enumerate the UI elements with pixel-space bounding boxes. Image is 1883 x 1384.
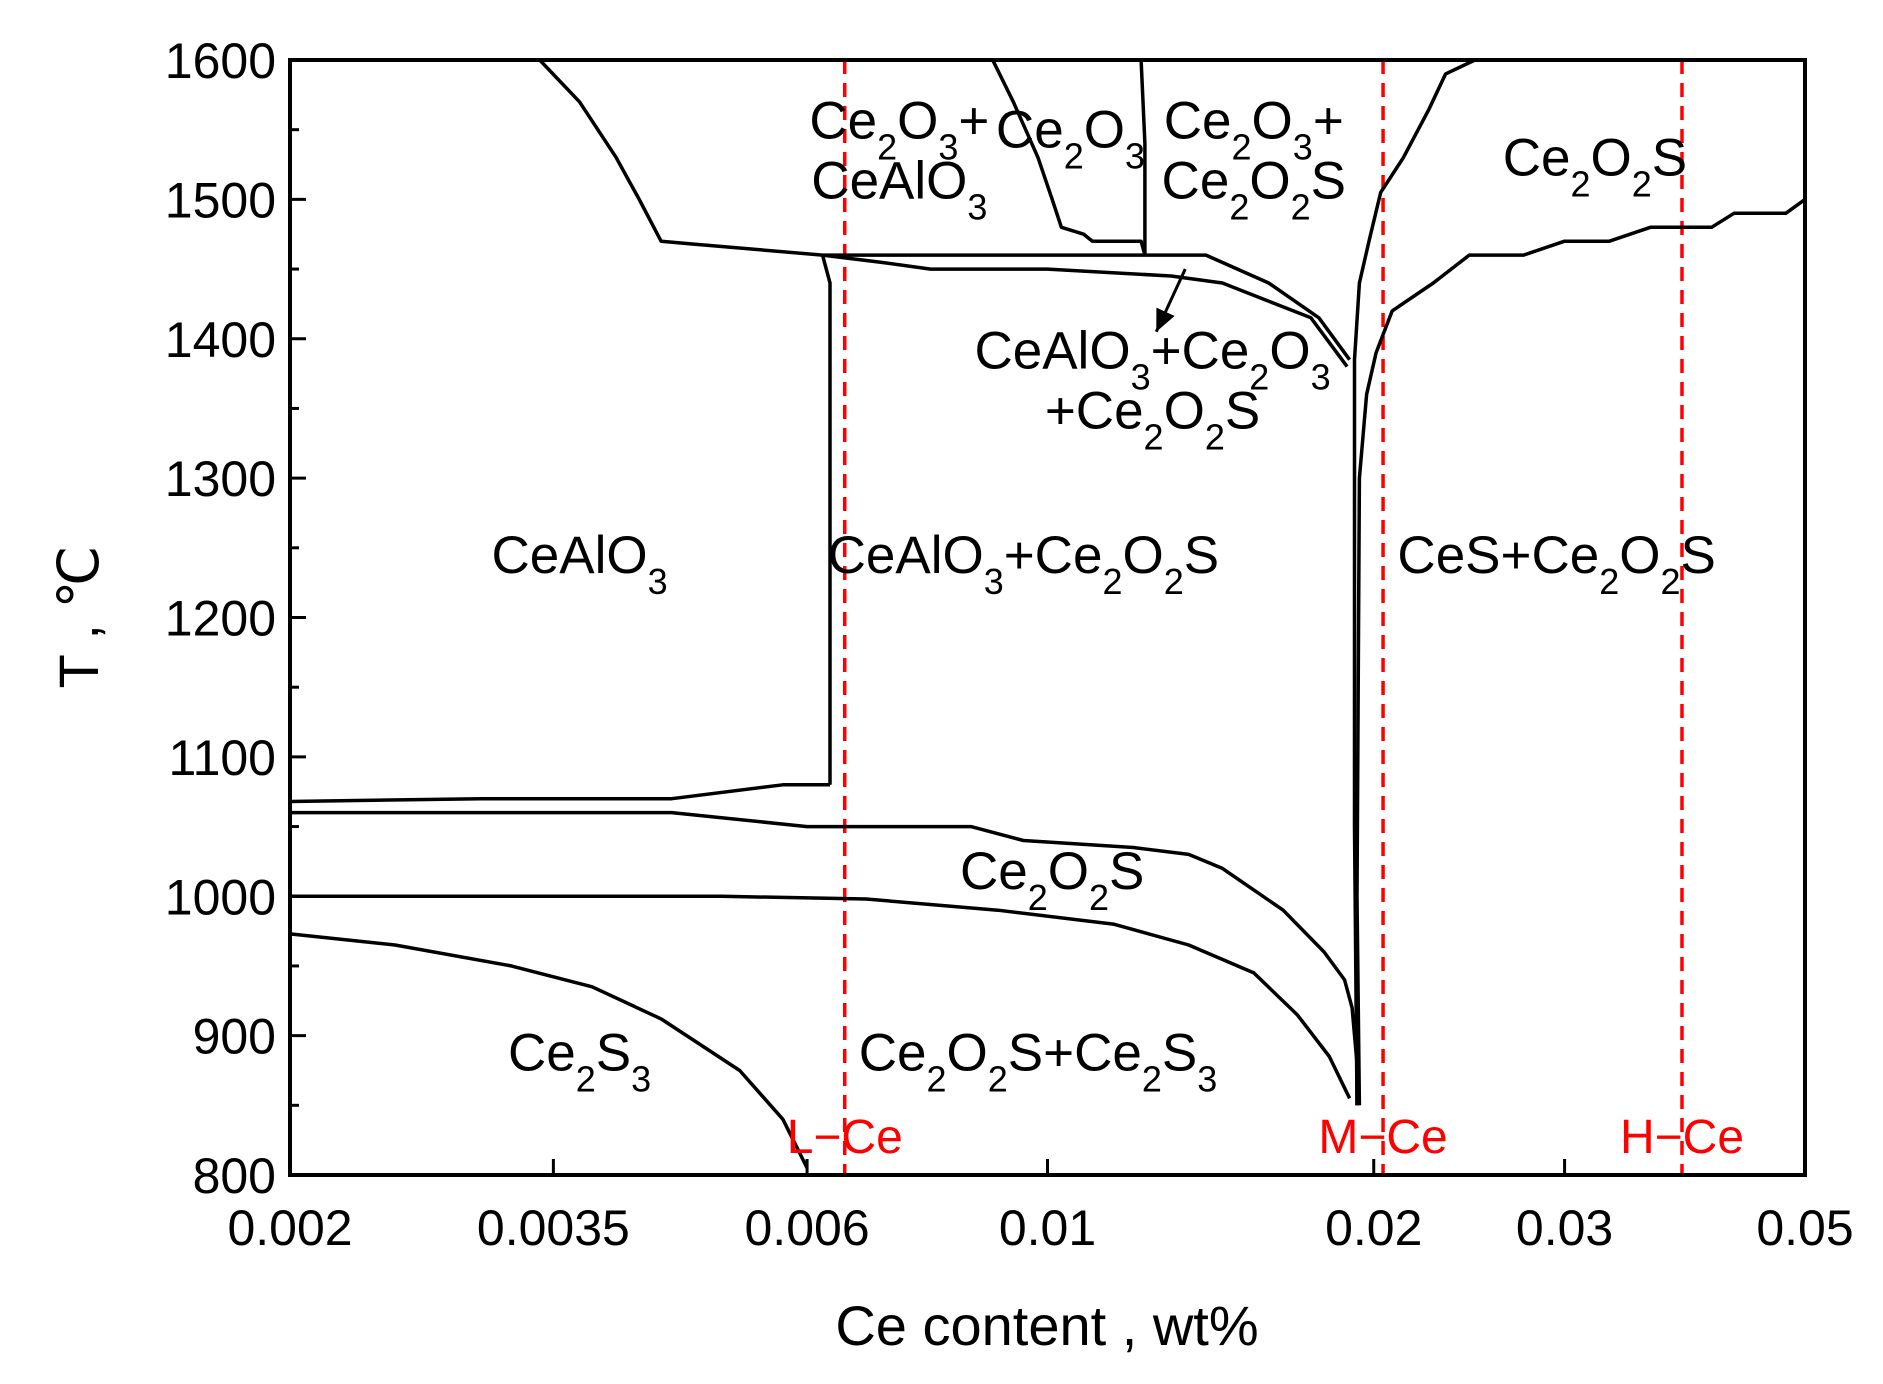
phase-boundary-0 [538, 58, 823, 257]
y-axis: 800 900 1000 1100 1200 1300 1400 1500 1600 [165, 33, 306, 1204]
x-tick-label-5: 0.03 [1516, 1200, 1613, 1256]
phase-boundary-4 [991, 59, 1147, 256]
phase-boundaries [289, 58, 1807, 1169]
phase-boundary-6 [1352, 58, 1476, 1106]
phase-boundary-7 [1355, 197, 1807, 1106]
x-tick-label-6: 0.05 [1756, 1200, 1853, 1256]
phase-boundary-10 [290, 894, 1352, 1100]
y-tick-label-7: 1500 [165, 172, 276, 228]
x-axis: 0.002 0.0035 0.006 0.01 0.02 0.03 0.05 [227, 1159, 1854, 1256]
y-tick-label-1: 900 [193, 1009, 276, 1065]
y-tick-label-8: 1600 [165, 33, 276, 89]
annotation-arrow [1154, 268, 1187, 333]
phase-boundary-5 [1139, 59, 1147, 256]
y-tick-label-3: 1100 [168, 730, 276, 786]
x-tick-label-2: 0.006 [745, 1200, 870, 1256]
x-tick-label-1: 0.0035 [477, 1200, 630, 1256]
reference-line-label-1: M−Ce [1318, 1111, 1447, 1164]
reference-line-label-0: L−Ce [787, 1111, 903, 1164]
region-label-ces-ce2o2s: CeS+Ce2O2S [1397, 526, 1715, 602]
y-axis-title: T , ℃ [47, 546, 110, 689]
phase-boundary-9 [290, 810, 1359, 1106]
region-label-ce2o3-ceal03: Ce2O3+ CeAlO3 [809, 92, 989, 228]
phase-boundary-11 [289, 932, 809, 1169]
arrow-head [1156, 307, 1175, 332]
region-label-ce2s3: Ce2S3 [508, 1023, 651, 1099]
reference-line-labels: L−Ce M−Ce H−Ce [787, 1111, 1744, 1164]
region-label-cealo3-ce2o3-ce2o2s: CeAlO3+Ce2O3 +Ce2O2S [974, 322, 1330, 458]
region-label-ce2o2s-top: Ce2O2S [1503, 129, 1687, 205]
y-tick-label-2: 1000 [165, 869, 276, 925]
x-tick-label-4: 0.02 [1325, 1200, 1422, 1256]
region-label-cealo3: CeAlO3 [491, 526, 667, 602]
region-label-ce2o3: Ce2O3 [996, 101, 1145, 177]
y-tick-label-6: 1400 [165, 312, 276, 368]
region-label-cealo3-ce2o2s: CeAlO3+Ce2O2S [828, 526, 1219, 602]
phase-boundary-2 [822, 253, 1352, 361]
reference-lines [842, 60, 1684, 1175]
region-label-ce2o2s-ce2s3: Ce2O2S+Ce2S3 [859, 1023, 1218, 1099]
x-tick-label-3: 0.01 [999, 1200, 1096, 1256]
y-tick-label-4: 1200 [165, 591, 276, 647]
x-tick-label-0: 0.002 [227, 1200, 352, 1256]
region-label-ce2o2s-mid: Ce2O2S [960, 842, 1144, 918]
x-axis-title: Ce content , wt% [835, 1294, 1258, 1357]
region-label-ce2o3-ce2o2s: Ce2O3+ Ce2O2S [1162, 92, 1346, 228]
phase-boundary-8 [289, 783, 830, 804]
y-tick-label-5: 1300 [165, 451, 276, 507]
reference-line-label-2: H−Ce [1620, 1111, 1744, 1164]
y-tick-label-0: 800 [193, 1148, 276, 1204]
phase-boundary-3 [820, 254, 832, 785]
phase-boundary-1 [822, 253, 1349, 368]
